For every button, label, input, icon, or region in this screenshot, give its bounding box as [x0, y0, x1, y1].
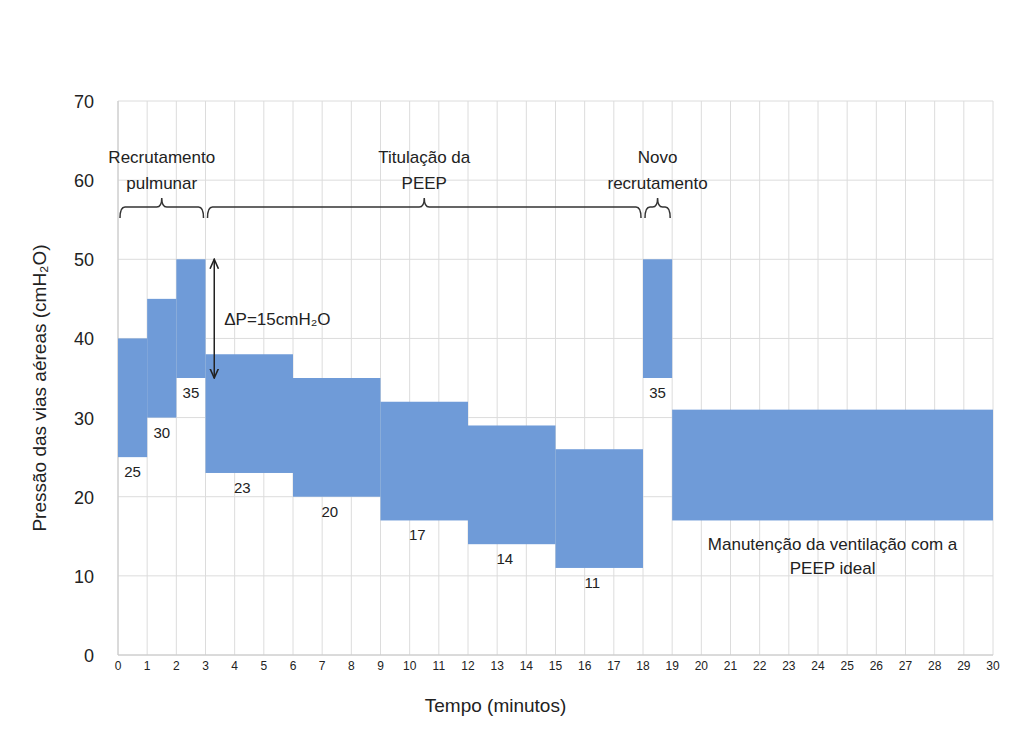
bracket	[120, 198, 204, 218]
x-grid-line	[876, 101, 877, 655]
x-tick-label: 15	[549, 659, 563, 673]
x-tick-label: 29	[957, 659, 971, 673]
x-tick-label: 1	[144, 659, 151, 673]
value-label: 35	[649, 384, 666, 401]
x-tick-label: 2	[173, 659, 180, 673]
bracket	[645, 198, 670, 218]
x-tick-label: 17	[607, 659, 621, 673]
x-grid-line	[584, 101, 585, 655]
note-label: PEEP ideal	[790, 559, 876, 578]
x-axis-title: Tempo (minutos)	[425, 695, 567, 716]
y-tick-label: 0	[84, 646, 94, 666]
bracket-label: Titulação da	[378, 148, 471, 167]
x-tick-label: 3	[202, 659, 209, 673]
x-tick-label: 14	[520, 659, 534, 673]
x-grid-line	[555, 101, 556, 655]
x-tick-label: 21	[724, 659, 738, 673]
pressure-bar	[643, 259, 672, 378]
y-tick-label: 40	[74, 329, 94, 349]
bracket-label: Novo	[638, 148, 678, 167]
value-label: 20	[321, 503, 338, 520]
x-axis-line	[118, 655, 993, 656]
x-tick-label: 12	[461, 659, 475, 673]
value-label: 30	[153, 424, 170, 441]
x-tick-label: 13	[490, 659, 504, 673]
x-tick-label: 28	[928, 659, 942, 673]
x-tick-label: 24	[811, 659, 825, 673]
value-label: 11	[584, 574, 600, 591]
x-tick-label: 18	[636, 659, 650, 673]
x-grid-line	[497, 101, 498, 655]
y-tick-label: 30	[74, 409, 94, 429]
grid	[118, 101, 993, 655]
bars	[118, 259, 993, 568]
value-label: 17	[409, 526, 426, 543]
x-tick-label: 8	[348, 659, 355, 673]
x-tick-label: 4	[231, 659, 238, 673]
y-tick-label: 20	[74, 488, 94, 508]
x-tick-label: 11	[433, 659, 446, 673]
bracket-label: Recrutamento	[108, 148, 215, 167]
chart: 0102030405060700123456789101112131415161…	[0, 0, 1024, 734]
y-grid-line	[118, 655, 993, 656]
y-tick-label: 10	[74, 567, 94, 587]
y-tick-label: 50	[74, 250, 94, 270]
x-grid-line	[468, 101, 469, 655]
x-tick-label: 7	[319, 659, 326, 673]
x-tick-label: 25	[840, 659, 854, 673]
x-tick-label: 19	[665, 659, 679, 673]
x-tick-label: 0	[115, 659, 122, 673]
pressure-bar	[176, 259, 205, 378]
x-grid-line	[730, 101, 731, 655]
x-grid-line	[934, 101, 935, 655]
pressure-bar	[118, 338, 147, 457]
bracket-label: recrutamento	[607, 174, 707, 193]
value-label: 14	[496, 550, 513, 567]
x-tick-label: 27	[899, 659, 913, 673]
pressure-bar	[556, 449, 644, 568]
pressure-bar	[468, 425, 556, 544]
x-tick-label: 26	[870, 659, 884, 673]
x-tick-label: 22	[753, 659, 767, 673]
delta-p-arrow	[214, 259, 216, 378]
value-label: 35	[183, 384, 200, 401]
pressure-bar	[293, 378, 381, 497]
x-tick-label: 6	[290, 659, 297, 673]
x-grid-line	[526, 101, 527, 655]
delta-p-label: ΔP=15cmH₂O	[224, 310, 330, 329]
y-axis-title: Pressão das vias aéreas (cmH₂O)	[29, 244, 50, 531]
x-grid-line	[759, 101, 760, 655]
x-tick-label: 10	[403, 659, 417, 673]
pressure-bar	[147, 299, 176, 418]
pressure-bar	[206, 354, 294, 473]
bracket-label: PEEP	[402, 174, 447, 193]
y-tick-label: 60	[74, 171, 94, 191]
pressure-bar	[672, 410, 993, 521]
note-label: Manutenção da ventilação com a	[708, 535, 958, 554]
value-label: 25	[124, 463, 141, 480]
x-tick-label: 30	[986, 659, 1000, 673]
x-tick-label: 20	[695, 659, 709, 673]
x-tick-label: 23	[782, 659, 796, 673]
y-tick-label: 70	[74, 92, 94, 112]
x-tick-label: 16	[578, 659, 592, 673]
pressure-bar	[381, 402, 469, 521]
bracket	[208, 198, 642, 218]
bracket-label: pulmunar	[126, 174, 197, 193]
x-grid-line	[993, 101, 994, 655]
value-label: 23	[234, 479, 251, 496]
x-tick-label: 5	[260, 659, 267, 673]
x-grid-line	[905, 101, 906, 655]
x-grid-line	[963, 101, 964, 655]
x-tick-label: 9	[377, 659, 384, 673]
